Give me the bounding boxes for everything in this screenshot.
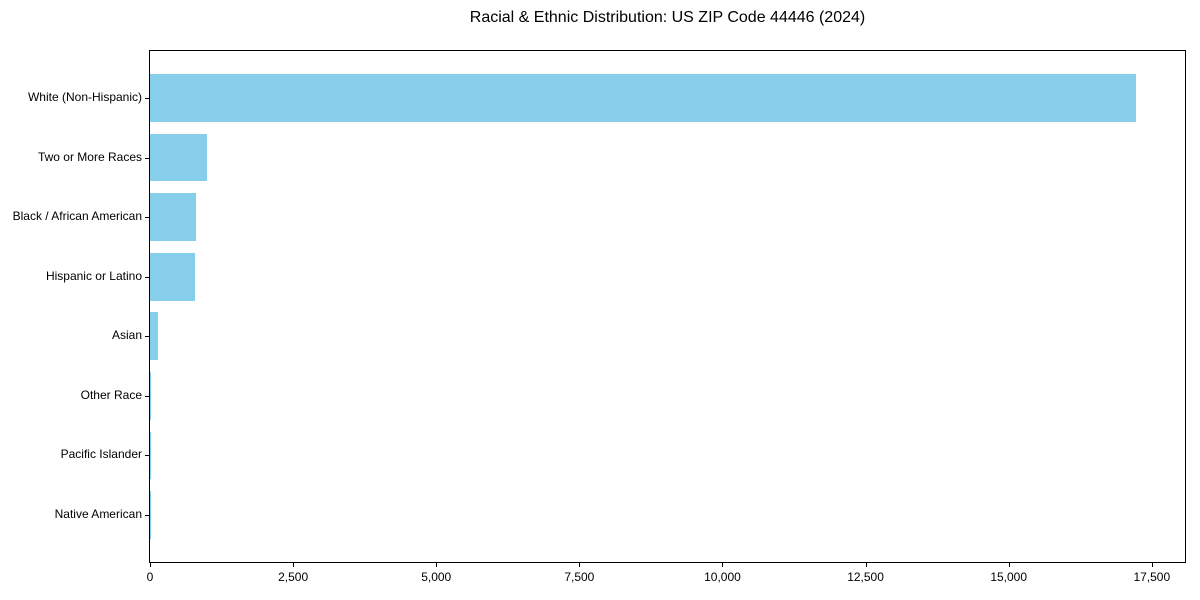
y-tick-mark-native-american bbox=[145, 515, 149, 516]
y-tick-mark-hispanic-or-latino bbox=[145, 277, 149, 278]
y-label-hispanic-or-latino: Hispanic or Latino bbox=[45, 268, 142, 283]
x-tick-label-5-000: 5,000 bbox=[421, 570, 452, 584]
y-tick-mark-white-non-hispanic bbox=[145, 98, 149, 99]
y-label-asian: Asian bbox=[111, 328, 142, 343]
y-tick-mark-black-african-american bbox=[145, 217, 149, 218]
y-tick-mark-other-race bbox=[145, 396, 149, 397]
bar-pacific-islander bbox=[150, 431, 151, 480]
bar-black-african-american bbox=[150, 193, 196, 241]
x-tick-mark-17-500 bbox=[1152, 563, 1153, 567]
bar-white-non-hispanic bbox=[150, 74, 1136, 122]
x-tick-mark-10-000 bbox=[722, 563, 723, 567]
y-label-native-american: Native American bbox=[54, 506, 142, 521]
x-tick-label-15-000: 15,000 bbox=[990, 570, 1028, 584]
y-tick-mark-two-or-more-races bbox=[145, 158, 149, 159]
bar-asian bbox=[150, 312, 158, 361]
x-tick-label-12-500: 12,500 bbox=[847, 570, 884, 584]
bar-hispanic-or-latino bbox=[150, 252, 195, 301]
x-tick-mark-2-500 bbox=[293, 563, 294, 567]
x-tick-mark-5-000 bbox=[436, 563, 437, 567]
y-label-other-race: Other Race bbox=[80, 387, 142, 402]
y-tick-mark-asian bbox=[145, 336, 149, 337]
bar-two-or-more-races bbox=[150, 133, 208, 182]
x-tick-mark-15-000 bbox=[1009, 563, 1010, 567]
x-tick-label-2-500: 2,500 bbox=[278, 570, 309, 584]
bar-other-race bbox=[150, 372, 152, 420]
x-tick-label-0: 0 bbox=[146, 570, 154, 584]
y-label-pacific-islander: Pacific Islander bbox=[60, 447, 142, 462]
x-tick-label-7-500: 7,500 bbox=[564, 570, 595, 584]
x-tick-mark-0 bbox=[150, 563, 151, 567]
plot-area bbox=[149, 50, 1186, 563]
y-label-black-african-american: Black / African American bbox=[12, 209, 142, 224]
y-label-two-or-more-races: Two or More Races bbox=[37, 149, 142, 164]
x-tick-label-10-000: 10,000 bbox=[704, 570, 741, 584]
chart-title: Racial & Ethnic Distribution: US ZIP Cod… bbox=[469, 9, 866, 26]
y-label-white-non-hispanic: White (Non-Hispanic) bbox=[27, 90, 142, 105]
x-tick-label-17-500: 17,500 bbox=[1133, 570, 1171, 584]
x-tick-mark-7-500 bbox=[579, 563, 580, 567]
x-tick-mark-12-500 bbox=[866, 563, 867, 567]
y-tick-mark-pacific-islander bbox=[145, 455, 149, 456]
